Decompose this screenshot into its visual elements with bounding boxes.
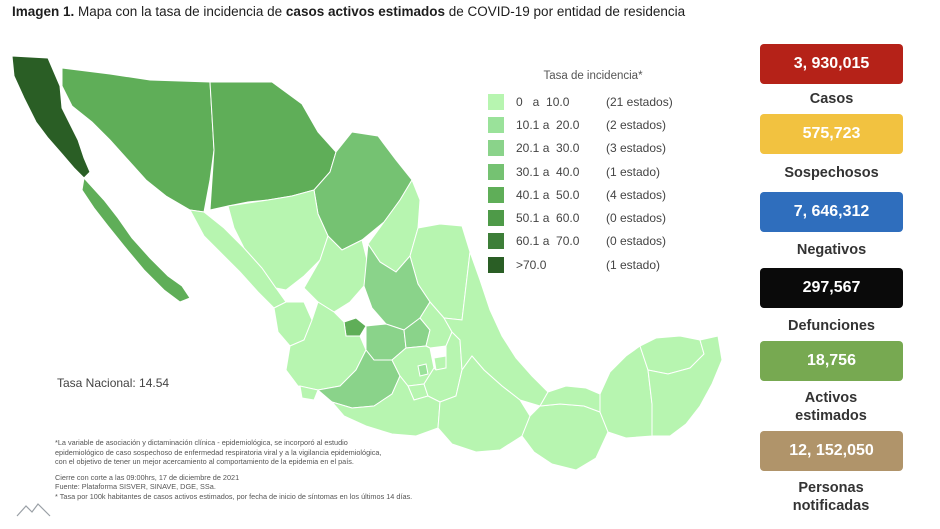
map-legend: Tasa de incidencia* 0 a 10.0 (21 estados… xyxy=(488,70,688,276)
legend-item: 20.1 a 30.0 (3 estados) xyxy=(488,137,688,160)
figure-title-bold: casos activos estimados xyxy=(285,4,446,19)
stat-box-notificadas: 12, 152,050 xyxy=(760,431,903,471)
legend-range: 10.1 a 20.0 xyxy=(516,117,580,132)
legend-swatch xyxy=(488,233,504,250)
stat-label-notificadas: Personas notificadas xyxy=(792,480,870,514)
footnote-line: *La variable de asociación y dictaminaci… xyxy=(55,438,348,447)
figure-title-text: Mapa con la tasa de incidencia de xyxy=(74,4,286,19)
state-chiapas xyxy=(521,403,609,471)
national-rate: Tasa Nacional: 14.54 xyxy=(57,376,170,390)
legend-count: (3 estados) xyxy=(606,141,667,156)
legend-item: 60.1 a 70.0 (0 estados) xyxy=(488,230,688,253)
legend-count: (4 estados) xyxy=(606,187,667,202)
footnote-line: con el objetivo de tener un mejor acerca… xyxy=(55,457,354,467)
legend-item: 50.1 a 60.0 (0 estados) xyxy=(488,206,688,229)
legend-count: (1 estado) xyxy=(606,257,661,272)
stat-label-casos: Casos xyxy=(809,91,854,107)
stat-label-negativos: Negativos xyxy=(796,242,867,258)
state-aguascalientes xyxy=(343,317,367,337)
legend-count: (0 estados) xyxy=(606,234,667,249)
state-durango xyxy=(227,189,329,291)
stat-label-defunciones: Defunciones xyxy=(787,318,875,334)
legend-item: 0 a 10.0 (21 estados) xyxy=(488,90,688,113)
legend-swatch xyxy=(488,163,504,180)
stats-panel: 3, 930,015 Casos 575,723 Sospechosos 7, … xyxy=(760,44,908,515)
footnote-line: Cierre con corte a las 09:00hrs, 17 de d… xyxy=(55,472,240,482)
legend-swatch xyxy=(488,210,504,227)
legend-range: 60.1 a 70.0 xyxy=(516,234,580,249)
legend-swatch xyxy=(488,116,504,133)
legend-count: (1 estado) xyxy=(606,164,661,179)
legend-item: 30.1 a 40.0 (1 estado) xyxy=(488,160,688,183)
stat-box-negativos: 7, 646,312 xyxy=(760,192,903,232)
legend-title: Tasa de incidencia* xyxy=(543,70,643,82)
legend-swatch xyxy=(488,93,504,110)
legend-swatch xyxy=(488,186,504,203)
footnotes: *La variable de asociación y dictaminaci… xyxy=(55,438,475,502)
stat-label-sospechosos: Sospechosos xyxy=(784,165,879,181)
legend-count: (0 estados) xyxy=(606,211,667,226)
legend-item: 10.1 a 20.0 (2 estados) xyxy=(488,113,688,136)
footnote-line: epidemiológico de caso sospechoso de enf… xyxy=(55,447,382,457)
stat-label-activos: Activos estimados xyxy=(795,390,867,424)
legend-item: >70.0 (1 estado) xyxy=(488,253,688,276)
footnote-line: * Tasa por 100k habitantes de casos acti… xyxy=(55,491,413,501)
footnote-line: Fuente: Plataforma SISVER, SINAVE, DGE, … xyxy=(55,482,216,492)
stat-box-defunciones: 297,567 xyxy=(760,268,903,308)
stat-box-casos: 3, 930,015 xyxy=(760,44,903,84)
legend-count: (21 estados) xyxy=(606,94,673,109)
state-sonora xyxy=(61,67,215,213)
state-baja-california-sur xyxy=(81,176,191,303)
state-colima xyxy=(299,385,319,401)
stat-box-activos: 18,756 xyxy=(760,341,903,381)
figure-title: Imagen 1. Mapa con la tasa de incidencia… xyxy=(12,4,685,19)
legend-range: 0 a 10.0 xyxy=(516,94,570,109)
legend-count: (2 estados) xyxy=(606,117,667,132)
legend-range: >70.0 xyxy=(516,257,547,272)
state-oaxaca xyxy=(437,355,531,453)
figure-title-prefix: Imagen 1. xyxy=(12,4,75,19)
mexico-incidence-map xyxy=(11,55,723,471)
state-cdmx xyxy=(417,363,429,377)
legend-item: 40.1 a 50.0 (4 estados) xyxy=(488,183,688,206)
stat-box-sospechosos: 575,723 xyxy=(760,114,903,154)
state-baja-california xyxy=(11,55,91,179)
legend-range: 20.1 a 30.0 xyxy=(516,141,580,156)
legend-range: 40.1 a 50.0 xyxy=(516,187,580,202)
state-quintana-roo xyxy=(647,335,723,437)
state-guerrero xyxy=(330,375,441,437)
figure-title-text-end: de COVID-19 por entidad de residencia xyxy=(445,4,686,19)
legend-swatch xyxy=(488,140,504,157)
legend-range: 30.1 a 40.0 xyxy=(516,164,580,179)
mountain-logo-icon xyxy=(16,503,51,517)
legend-swatch xyxy=(488,256,504,273)
legend-range: 50.1 a 60.0 xyxy=(516,211,580,226)
